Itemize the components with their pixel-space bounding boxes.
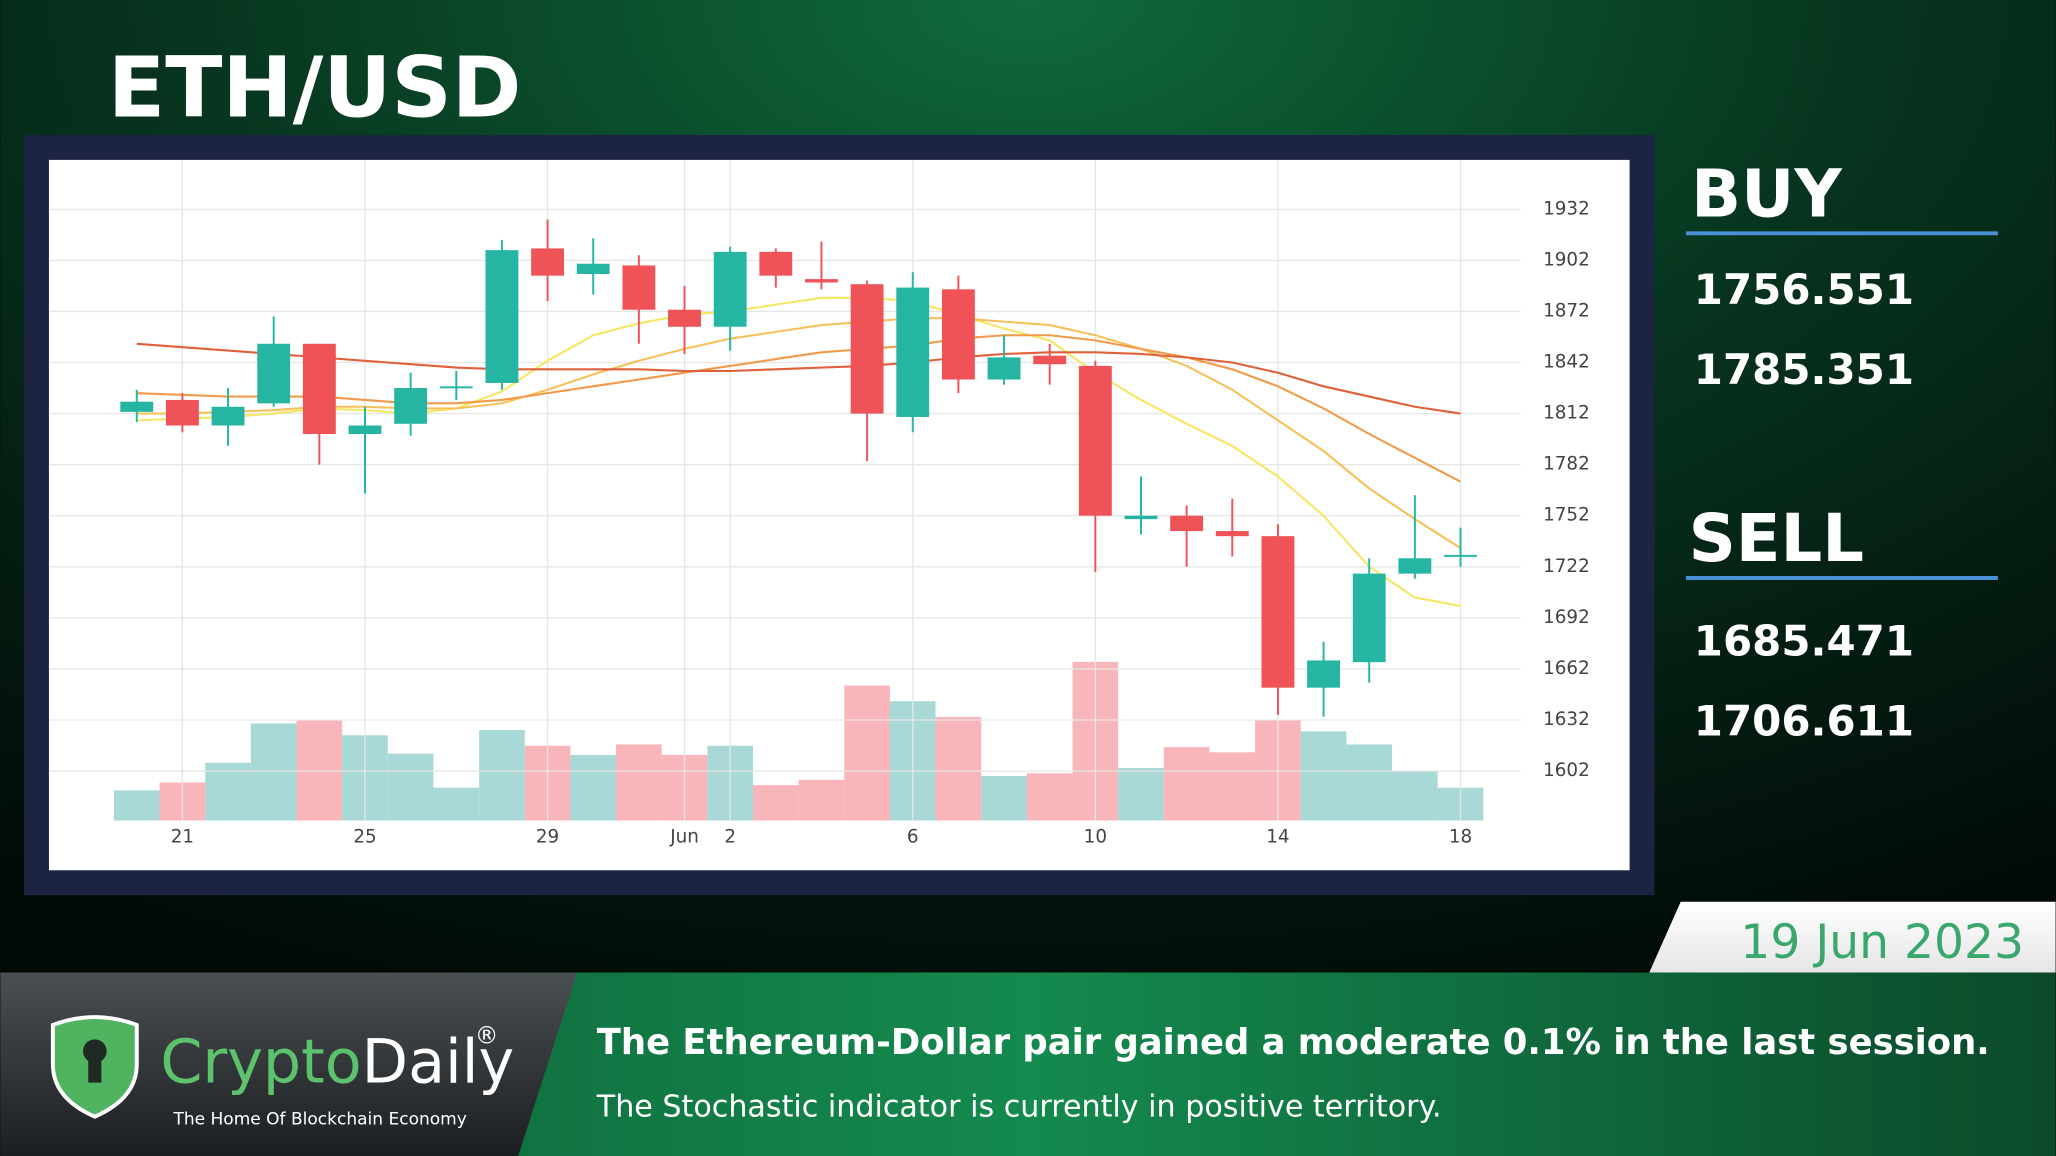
- candle-body: [668, 309, 701, 327]
- ticker-subline: The Stochastic indicator is currently in…: [596, 1090, 1442, 1125]
- volume-bar: [1346, 744, 1393, 821]
- brand-name-first: Crypto: [160, 1028, 361, 1098]
- candle-body: [120, 401, 154, 412]
- sell-value: 1685.471: [1694, 616, 1914, 665]
- brand-name-second: Daily: [362, 1028, 515, 1098]
- y-tick-label: 1662: [1543, 658, 1590, 679]
- y-tick-label: 1692: [1543, 607, 1590, 628]
- y-tick-label: 1782: [1543, 454, 1590, 475]
- candle-body: [1261, 536, 1295, 688]
- moving-average-line: [136, 317, 1462, 549]
- candle-body: [302, 343, 336, 435]
- candle-body: [805, 279, 838, 283]
- sell-value: 1706.611: [1694, 696, 1914, 745]
- volume-bar: [1118, 768, 1164, 821]
- volume-bar: [1209, 752, 1256, 821]
- candle-body: [531, 248, 565, 276]
- candle-body: [485, 250, 519, 383]
- volume-bar: [1392, 770, 1438, 821]
- candle-body: [1444, 554, 1477, 557]
- volume-bar: [433, 787, 480, 821]
- candle-body: [941, 289, 975, 380]
- volume-bar: [250, 723, 297, 821]
- candle-body: [759, 251, 793, 276]
- candle-body: [850, 284, 884, 414]
- candle-body: [1170, 515, 1204, 532]
- moving-average-line: [136, 342, 1461, 415]
- volume-bar: [1026, 773, 1073, 821]
- ticker-headline: The Ethereum-Dollar pair gained a modera…: [597, 1022, 1990, 1063]
- y-tick-label: 1902: [1543, 249, 1590, 270]
- candle-body: [439, 386, 473, 389]
- candle-body: [1033, 355, 1067, 365]
- x-tick-label: 2: [724, 827, 736, 848]
- x-tick-label: 18: [1449, 827, 1472, 848]
- volume-bar: [844, 685, 890, 821]
- candle-body: [1307, 660, 1341, 688]
- volume-bar: [387, 753, 434, 821]
- candle-body: [394, 388, 428, 424]
- candle-body: [1352, 573, 1386, 663]
- volume-bar: [798, 779, 845, 821]
- y-tick-label: 1872: [1543, 300, 1590, 321]
- volume-bar: [752, 785, 799, 821]
- logo-panel: [0, 972, 578, 1156]
- y-tick-label: 1752: [1543, 505, 1590, 526]
- candle-body: [576, 263, 610, 274]
- y-tick-label: 1632: [1543, 709, 1590, 730]
- logo-shield: [50, 1015, 139, 1119]
- y-tick-label: 1722: [1543, 556, 1590, 577]
- y-tick-label: 1602: [1543, 760, 1590, 781]
- x-tick-label: 10: [1084, 827, 1107, 848]
- x-tick-label: 21: [171, 827, 194, 848]
- moving-average-line: [136, 334, 1462, 483]
- buy-value: 1756.551: [1694, 265, 1914, 314]
- y-tick-label: 1812: [1543, 403, 1590, 424]
- candle-body: [211, 406, 245, 426]
- candle-body: [713, 251, 747, 327]
- candle-body: [896, 287, 930, 417]
- candle-body: [1398, 558, 1432, 574]
- date-box: [1649, 901, 2056, 973]
- candle-body: [1078, 365, 1112, 516]
- x-tick-label: 25: [353, 827, 376, 848]
- x-tick-label: 6: [907, 827, 919, 848]
- volume-bar: [296, 719, 343, 821]
- chart-title: ETH/USD: [108, 39, 521, 137]
- volume-bar: [1163, 747, 1210, 821]
- volume-bar: [479, 730, 525, 821]
- volume-bar: [1300, 731, 1347, 821]
- brand-mark: ®: [475, 1021, 499, 1049]
- volume-bar: [570, 754, 617, 821]
- x-tick-label: Jun: [669, 827, 699, 848]
- candle-body: [348, 425, 382, 435]
- volume-bar: [981, 775, 1027, 821]
- candle-body: [987, 357, 1021, 380]
- date: 19 Jun 2023: [1740, 915, 2024, 970]
- candle-body: [1215, 531, 1249, 537]
- moving-average-line: [136, 296, 1461, 607]
- volume-bar: [616, 744, 662, 821]
- x-tick-label: 14: [1266, 827, 1289, 848]
- y-tick-label: 1932: [1543, 198, 1590, 219]
- x-tick-label: 29: [536, 827, 559, 848]
- candle-body: [257, 343, 291, 404]
- brand-tagline: The Home Of Blockchain Economy: [172, 1110, 466, 1130]
- volume-bar: [205, 762, 251, 821]
- buy-label: BUY: [1691, 156, 1843, 232]
- sell-label: SELL: [1689, 501, 1864, 577]
- buy-value: 1785.351: [1694, 345, 1914, 394]
- volume-bar: [935, 716, 982, 821]
- candle-body: [622, 265, 656, 310]
- volume-bar: [113, 790, 160, 821]
- y-tick-label: 1842: [1543, 351, 1590, 372]
- candle-body: [1124, 515, 1158, 520]
- plot: 1602 1632 1662 1692 1722 1752 1782 1812 1842 1872…: [48, 159, 1590, 848]
- brand-name: CryptoDaily: [160, 1028, 514, 1098]
- candle-body: [165, 399, 199, 426]
